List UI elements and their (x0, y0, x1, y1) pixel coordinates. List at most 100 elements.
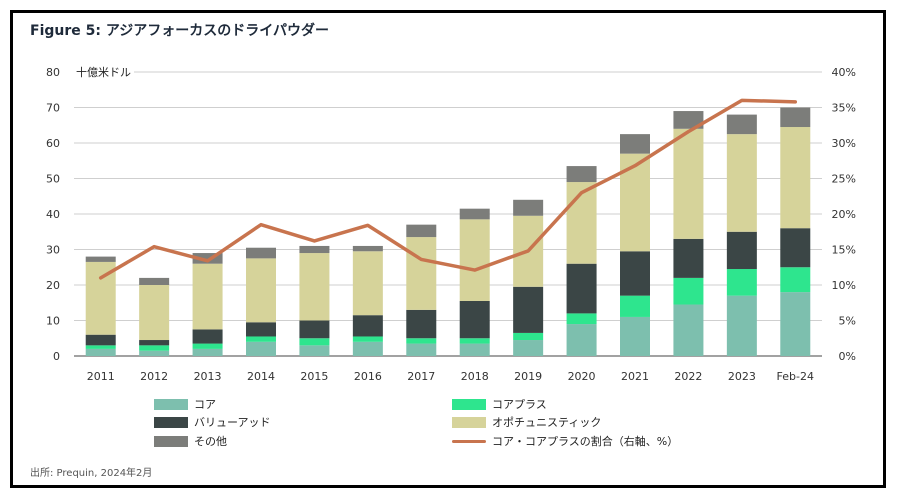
source-note: 出所: Prequin, 2024年2月 (30, 468, 153, 479)
x-tick-label: 2011 (87, 370, 115, 383)
bar-segment (139, 350, 170, 356)
bar-segment (299, 345, 330, 356)
legend-swatch (154, 416, 188, 428)
bar-segment (566, 166, 597, 183)
legend-item: コア (154, 396, 216, 412)
unit-label-bg (73, 64, 134, 80)
bar-segment (406, 237, 437, 310)
bar-segment (726, 134, 757, 232)
bar-segment (246, 258, 276, 323)
y2-tick-label: 10% (832, 279, 856, 292)
y-tick-label: 10 (46, 315, 60, 328)
bar-segment (406, 224, 437, 238)
bar-segment (620, 295, 650, 317)
x-tick-label: 2014 (247, 370, 275, 383)
bar-segment (299, 253, 330, 321)
legend-label: コア・コアプラスの割合（右軸、%） (492, 435, 679, 448)
y-tick-label: 50 (46, 173, 60, 186)
legend-label: その他 (194, 435, 227, 448)
y-tick-label: 0 (53, 350, 60, 363)
bar-segment (85, 256, 116, 262)
bar-segment (459, 338, 490, 344)
bar-segment (459, 219, 490, 301)
bar-segment (192, 253, 223, 264)
bar-segment (513, 199, 544, 216)
bar-segment (459, 343, 490, 356)
legend-label: コアプラス (492, 398, 547, 411)
bar-segment (726, 114, 757, 135)
bar-segment (513, 332, 544, 341)
x-tick-label: 2017 (407, 370, 435, 383)
bar-segment (673, 111, 704, 129)
y2-tick-label: 35% (832, 102, 856, 115)
bar-segment (139, 285, 170, 341)
legend-swatch (154, 435, 188, 447)
bar-segment (246, 336, 276, 342)
bar-segment (352, 245, 383, 252)
bar-segment (246, 247, 276, 259)
legend-item: コアプラス (452, 396, 547, 412)
x-tick-label: 2022 (674, 370, 702, 383)
y2-tick-label: 15% (832, 244, 856, 257)
bar-segment (620, 153, 650, 252)
bar-segment (673, 277, 704, 305)
x-tick-label: 2023 (728, 370, 756, 383)
x-tick-label: 2021 (621, 370, 649, 383)
bar-segment (246, 341, 276, 356)
bar-segment (352, 251, 383, 316)
bar-segment (726, 231, 757, 270)
legend-swatch (452, 416, 486, 428)
bar-segment (780, 228, 811, 268)
bar-segment (85, 345, 116, 349)
bar-segment (726, 269, 757, 296)
bar-segment (513, 286, 544, 333)
y2-tick-label: 25% (832, 173, 856, 186)
bar-segment (299, 320, 330, 339)
y2-tick-label: 0% (839, 350, 856, 363)
x-tick-label: 2019 (514, 370, 542, 383)
bar-segment (139, 277, 170, 285)
y-tick-label: 60 (46, 137, 60, 150)
bar-segment (192, 329, 223, 344)
bar-segment (673, 238, 704, 278)
bar-segment (85, 334, 116, 346)
bar-segment (780, 292, 811, 356)
bar-segment (620, 251, 650, 296)
bar-segment (780, 107, 811, 128)
bar-segment (566, 324, 597, 356)
bar-segment (406, 338, 437, 344)
bar-segment (352, 341, 383, 356)
y-tick-label: 30 (46, 244, 60, 257)
y-tick-label: 40 (46, 208, 60, 221)
legend-item: その他 (154, 433, 227, 449)
bar-segment (620, 134, 650, 154)
legend-swatch (452, 398, 486, 410)
bar-segment (780, 267, 811, 293)
bar-segment (620, 316, 650, 356)
bar-segment (566, 182, 597, 264)
bar-segment (192, 343, 223, 349)
bar-segment (673, 304, 704, 356)
y2-tick-label: 5% (839, 315, 856, 328)
bar-segment (780, 127, 811, 229)
y2-tick-label: 30% (832, 137, 856, 150)
share-line (98, 98, 798, 280)
x-tick-label: 2013 (194, 370, 222, 383)
bar-segment (139, 340, 170, 346)
x-tick-label: 2016 (354, 370, 382, 383)
bar-segment (406, 343, 437, 356)
y-unit-label: 十億米ドル (76, 65, 131, 79)
x-tick-label: 2015 (300, 370, 328, 383)
y-tick-label: 80 (46, 66, 60, 79)
bar-segment (726, 295, 757, 356)
y2-tick-label: 40% (832, 66, 856, 79)
legend-item: コア・コアプラスの割合（右軸、%） (452, 433, 678, 449)
bar-segment (566, 313, 597, 325)
bar-segment (299, 245, 330, 254)
figure-title: Figure 5: アジアフォーカスのドライパウダー (30, 23, 329, 39)
bar-segment (352, 336, 383, 342)
bar-segment (673, 128, 704, 239)
legend-item: オポチュニスティック (452, 414, 601, 430)
legend-label: オポチュニスティック (492, 416, 602, 429)
